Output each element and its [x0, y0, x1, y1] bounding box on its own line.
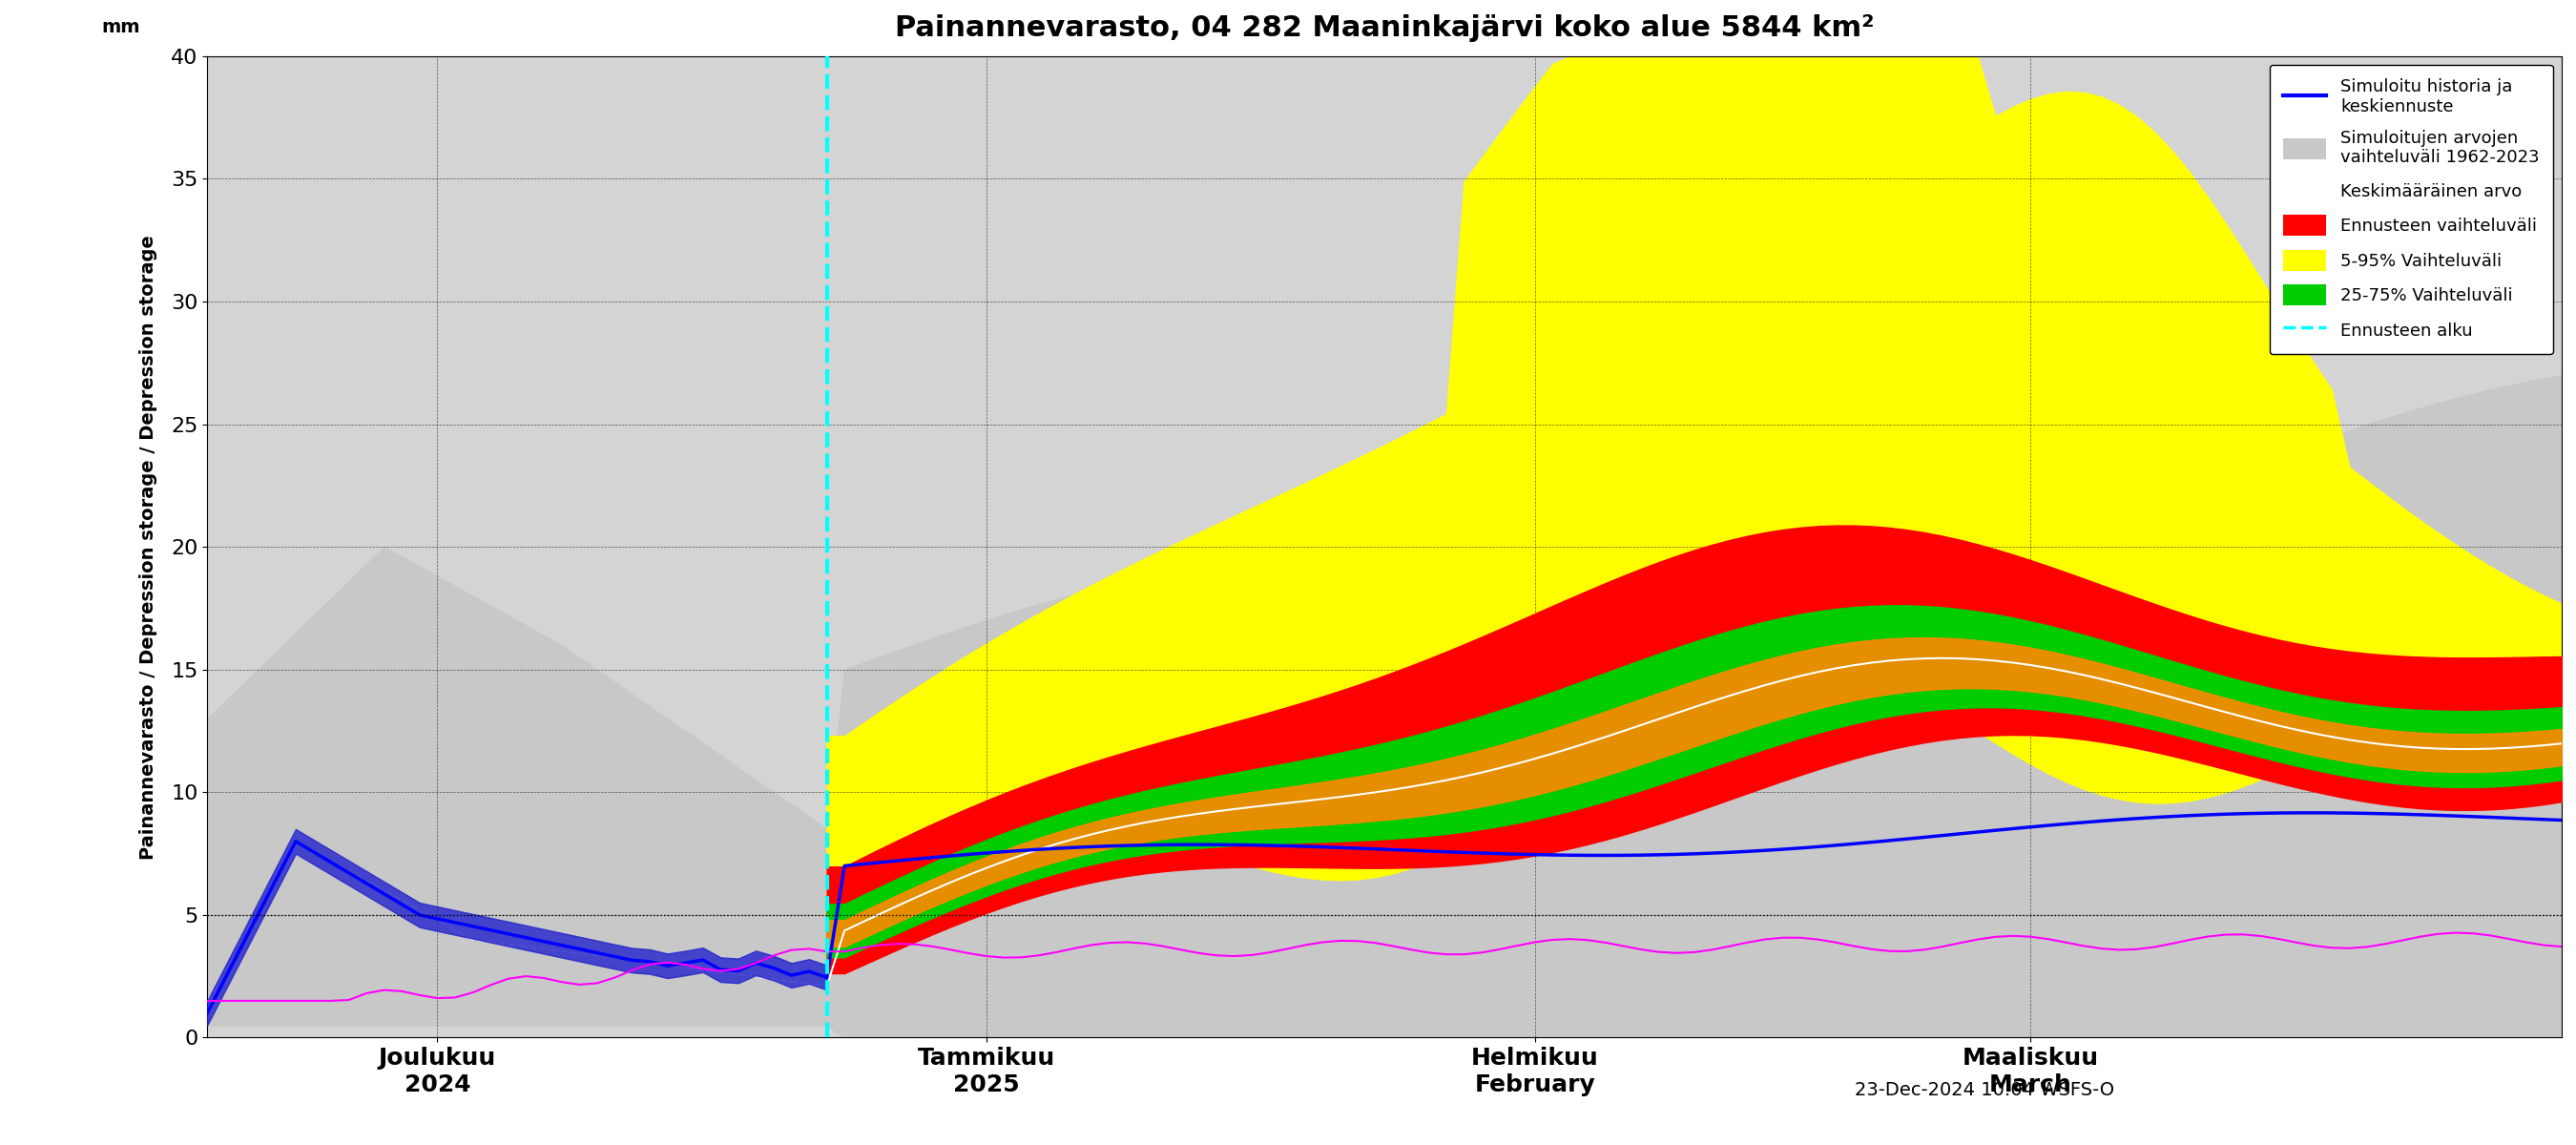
Y-axis label: Painannevarasto / Depression storage / Depression storage: Painannevarasto / Depression storage / D…: [139, 235, 157, 859]
Legend: Simuloitu historia ja
keskiennuste, Simuloitujen arvojen
vaihteluväli 1962-2023,: Simuloitu historia ja keskiennuste, Simu…: [2269, 65, 2553, 354]
Text: 23-Dec-2024 10:04 WSFS-O: 23-Dec-2024 10:04 WSFS-O: [1855, 1081, 2115, 1099]
Title: Painannevarasto, 04 282 Maaninkajärvi koko alue 5844 km²: Painannevarasto, 04 282 Maaninkajärvi ko…: [894, 14, 1875, 42]
Text: mm: mm: [100, 18, 139, 37]
